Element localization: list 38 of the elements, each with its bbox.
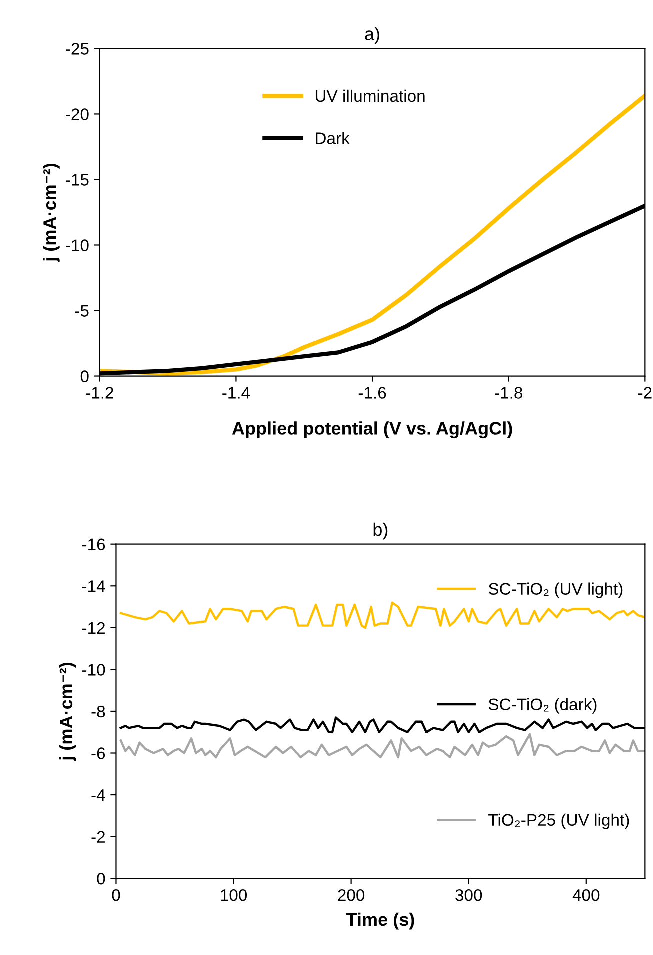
x-tick-label: -1.8 (495, 387, 522, 399)
x-axis-title: Time (s) (346, 912, 414, 930)
x-tick-label: -1.4 (222, 387, 250, 399)
legend-label: TiO₂-P25 (UV light) (488, 814, 630, 830)
y-tick-label: -8 (92, 706, 106, 718)
y-tick-label: 0 (80, 370, 89, 382)
legend-label: SC-TiO₂ (dark) (488, 698, 597, 714)
chart-title: b) (374, 522, 388, 540)
y-tick-label: -5 (75, 305, 89, 317)
legend-label: UV illumination (316, 90, 425, 102)
x-tick-label: 400 (572, 889, 600, 902)
y-tick-label: -15 (66, 174, 89, 186)
chart-title: a) (365, 27, 380, 44)
legend-label: SC-TiO₂ (UV light) (488, 582, 623, 598)
y-tick-label: -25 (66, 43, 89, 55)
y-tick-label: -20 (66, 108, 89, 120)
x-axis-title: Applied potential (V vs. Ag/AgCl) (232, 422, 512, 439)
y-tick-label: -6 (92, 748, 106, 760)
y-tick-label: -4 (92, 790, 106, 802)
y-tick-label: -16 (82, 538, 106, 551)
y-tick-label: -10 (82, 664, 106, 676)
x-tick-label: 300 (456, 889, 482, 902)
y-tick-label: -2 (92, 831, 105, 843)
x-tick-label: -1.6 (358, 387, 386, 399)
x-tick-label: 100 (221, 889, 248, 902)
y-tick-label: -12 (82, 622, 105, 634)
legend-label: Dark (316, 132, 350, 144)
x-tick-label: -2 (638, 387, 652, 399)
line-series (120, 602, 646, 630)
y-axis-title: j (mA·cm⁻²) (59, 662, 76, 762)
y-tick-label: 0 (97, 873, 106, 885)
x-tick-label: -1.2 (86, 387, 114, 399)
x-tick-label: 0 (112, 889, 120, 902)
y-tick-label: -14 (82, 580, 106, 592)
line-series (120, 733, 646, 759)
x-tick-label: 200 (338, 889, 365, 902)
y-tick-label: -10 (66, 240, 89, 252)
y-axis-title: j (mA·cm⁻²) (43, 164, 60, 262)
